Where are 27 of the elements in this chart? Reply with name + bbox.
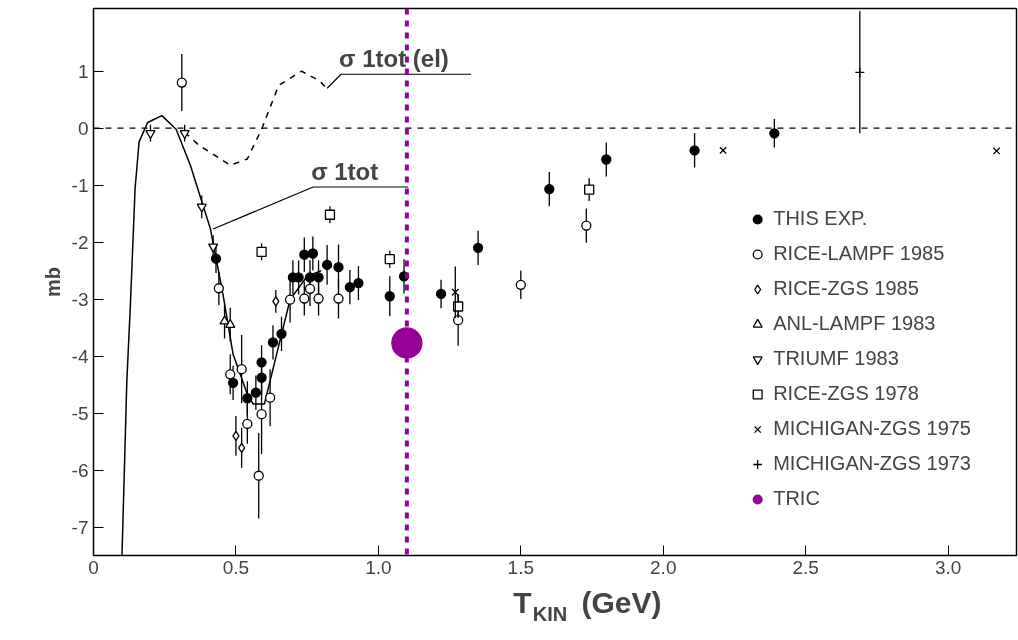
legend-label: MICHIGAN-ZGS 1973 xyxy=(773,452,971,475)
legend-label: RICE-LAMPF 1985 xyxy=(773,242,945,265)
legend-label: TRIUMF 1983 xyxy=(773,347,899,370)
x-tick-label: 1.5 xyxy=(507,556,535,578)
x-tick-label: 2.5 xyxy=(792,556,819,578)
y-tick-label: 1 xyxy=(77,60,89,82)
legend-label: THIS EXP. xyxy=(773,207,868,230)
x-tick-label: 2.0 xyxy=(650,556,677,578)
y-tick-label: -5 xyxy=(71,402,89,424)
y-tick-label: -6 xyxy=(71,459,89,481)
legend-label: TRIC xyxy=(773,487,820,510)
x-tick-label: 0.5 xyxy=(222,556,250,578)
annotation: σ 1tot (el) xyxy=(339,45,449,73)
y-tick-label: -7 xyxy=(71,516,89,538)
y-tick-label: -4 xyxy=(71,345,89,367)
legend-label: MICHIGAN-ZGS 1975 xyxy=(773,417,971,440)
legend-label: RICE-ZGS 1985 xyxy=(773,277,919,300)
y-tick-label: -3 xyxy=(71,288,89,310)
x-tick-label: 1.0 xyxy=(365,556,392,578)
x-tick-label: 3.0 xyxy=(934,556,962,578)
legend-label: ANL-LAMPF 1983 xyxy=(773,312,936,335)
legend-label: RICE-ZGS 1978 xyxy=(773,382,919,405)
annotation: σ 1tot xyxy=(311,158,379,186)
y-tick-label: -2 xyxy=(71,231,89,253)
y-axis-title: mb xyxy=(41,267,64,297)
y-tick-label: -1 xyxy=(71,174,89,196)
y-tick-label: 0 xyxy=(77,117,89,139)
